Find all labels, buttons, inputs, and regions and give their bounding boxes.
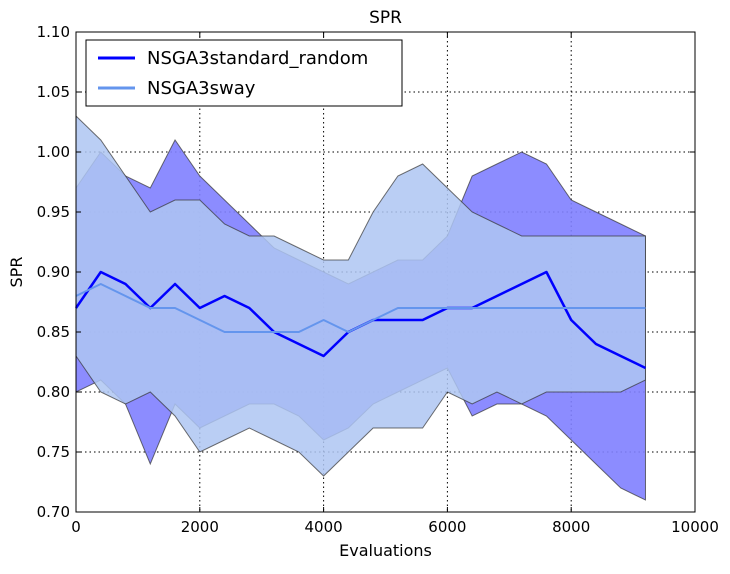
chart-title: SPR bbox=[369, 8, 402, 28]
x-axis-label: Evaluations bbox=[339, 541, 432, 560]
error-band-nsga3sway bbox=[75, 114, 646, 477]
series-line-nsga3sway bbox=[75, 283, 646, 333]
x-tick-label: 2000 bbox=[181, 518, 219, 536]
x-tick-label: 6000 bbox=[428, 518, 466, 536]
x-tick-label: 8000 bbox=[552, 518, 590, 536]
axis-ticks: 0 2000 4000 6000 8000 10000 0.70 0.75 0.80 0.85 0.… bbox=[37, 23, 719, 536]
legend-label-nsga3standard-random: NSGA3standard_random bbox=[147, 48, 368, 69]
y-tick-label: 0.75 bbox=[37, 443, 70, 461]
y-tick-label: 0.95 bbox=[37, 203, 70, 221]
legend-box bbox=[85, 39, 403, 107]
legend: NSGA3standard_random NSGA3sway bbox=[85, 39, 403, 107]
error-bands bbox=[75, 114, 646, 501]
y-tick-label: 1.05 bbox=[37, 83, 70, 101]
y-tick-label: 0.90 bbox=[37, 263, 70, 281]
y-tick-label: 0.70 bbox=[37, 503, 70, 521]
series-lines bbox=[74, 270, 647, 370]
x-tick-label: 0 bbox=[71, 518, 81, 536]
y-tick-label: 0.80 bbox=[37, 383, 70, 401]
y-tick-label: 0.85 bbox=[37, 323, 70, 341]
x-tick-label: 10000 bbox=[671, 518, 719, 536]
y-axis-label: SPR bbox=[7, 257, 26, 288]
y-tick-label: 1.10 bbox=[37, 23, 70, 41]
x-tick-label: 4000 bbox=[305, 518, 343, 536]
y-tick-label: 1.00 bbox=[37, 143, 70, 161]
legend-label-nsga3sway: NSGA3sway bbox=[147, 78, 256, 99]
